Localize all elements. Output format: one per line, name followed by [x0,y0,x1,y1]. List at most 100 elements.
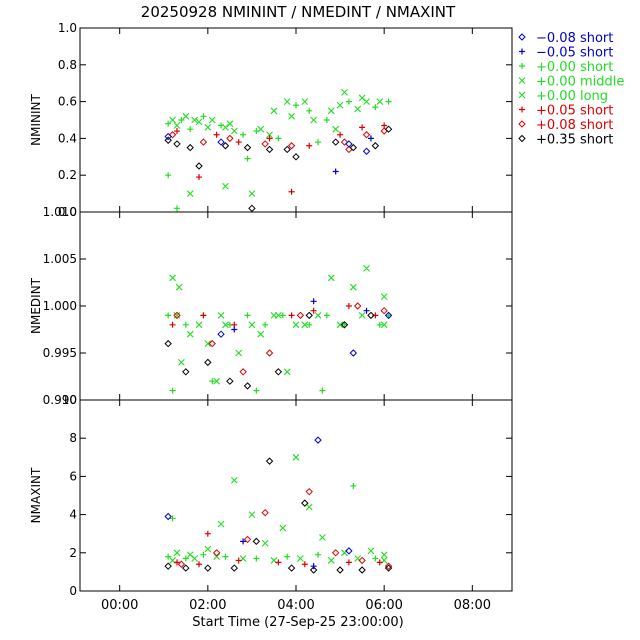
data-point [231,326,238,333]
data-point [350,482,357,489]
data-point [217,330,225,338]
data-point [288,312,295,319]
data-point [173,559,180,566]
data-point [173,311,181,320]
x-tick-label: 04:00 [277,598,314,613]
data-point [327,274,335,282]
legend-entry: +0.35 short [518,133,613,148]
data-point [384,311,393,320]
data-point [240,538,247,545]
data-point [164,512,172,521]
y-tick-label: 6 [69,469,77,483]
data-point [301,98,309,105]
data-point [204,545,212,553]
data-point [217,312,225,319]
data-point [208,339,216,348]
panels: 0.0 0.2 0.4 0.6 0.8 1.0 NMININT 0.990 0.995 1.000… [29,21,513,598]
data-point [336,101,344,109]
data-point [372,104,379,111]
data-point [243,535,252,544]
points [164,89,393,212]
series-+0.00 middle [173,453,388,559]
data-point [315,551,322,558]
data-point [165,172,172,179]
legend-label: +0.35 short [536,133,613,148]
data-point [213,553,221,561]
data-point [200,551,207,558]
data-point [165,553,172,560]
y-tick-label: 10 [62,393,77,407]
series-+0.00 short [165,98,392,212]
y-tick-label: 1.005 [43,252,77,266]
data-point [164,339,172,348]
data-point [191,116,199,124]
data-point [262,321,269,328]
data-point [226,377,234,385]
data-point [248,321,256,329]
data-point [169,387,176,394]
data-point [327,107,335,115]
x-tick-label: 06:00 [365,598,402,613]
data-point [376,559,383,566]
x-axis: 00:00 02:00 04:00 06:00 08:00 [101,598,491,613]
x-tick-label: 02:00 [189,598,226,613]
data-point [314,312,322,319]
data-point [358,566,366,574]
data-point [261,508,269,517]
data-point [200,312,207,319]
data-point [345,303,352,309]
data-point [235,557,242,564]
series-−0.08 short [217,311,393,357]
data-point [182,555,189,562]
legend: −0.08 short−0.05 short+0.00 short+0.00 m… [518,31,624,148]
data-point [358,312,366,319]
data-point [305,311,313,320]
data-point [240,131,247,138]
data-point [253,555,260,562]
data-point [222,553,229,560]
data-point [212,549,221,557]
series-+0.35 short [164,311,375,390]
panel-nmedint: 0.990 0.995 1.000 1.005 1.010 NMEDINT [29,205,513,407]
data-point [222,321,229,329]
data-point [235,349,243,357]
data-point [279,312,286,319]
points [164,436,393,574]
data-point [217,138,225,146]
data-point [169,116,176,124]
points [164,265,393,394]
legend-marker [519,63,525,69]
data-point [173,205,180,212]
data-point [187,126,194,133]
data-point [296,311,305,320]
data-point [340,138,349,146]
data-point [173,140,181,148]
data-point [177,359,185,366]
data-point [367,311,375,320]
data-point [222,182,229,190]
data-point [186,143,194,152]
data-point [376,321,383,328]
data-point [336,321,344,329]
data-point [362,147,371,155]
legend-entry: +0.00 short [519,60,613,75]
data-point [164,136,172,144]
data-point [196,174,203,181]
data-point [165,120,172,127]
data-point [385,98,392,105]
data-point [301,561,308,568]
data-point [213,131,220,138]
data-point [173,549,181,557]
data-point [306,142,313,149]
data-point [204,530,211,537]
data-point [226,120,234,128]
data-point [336,566,344,574]
data-point [384,125,393,133]
data-point [209,378,216,385]
data-point [178,117,185,123]
data-point [186,190,194,197]
x-axis-label: Start Time (27-Sep-25 23:00:00) [192,615,403,630]
data-point [279,524,287,532]
data-point [384,562,393,570]
